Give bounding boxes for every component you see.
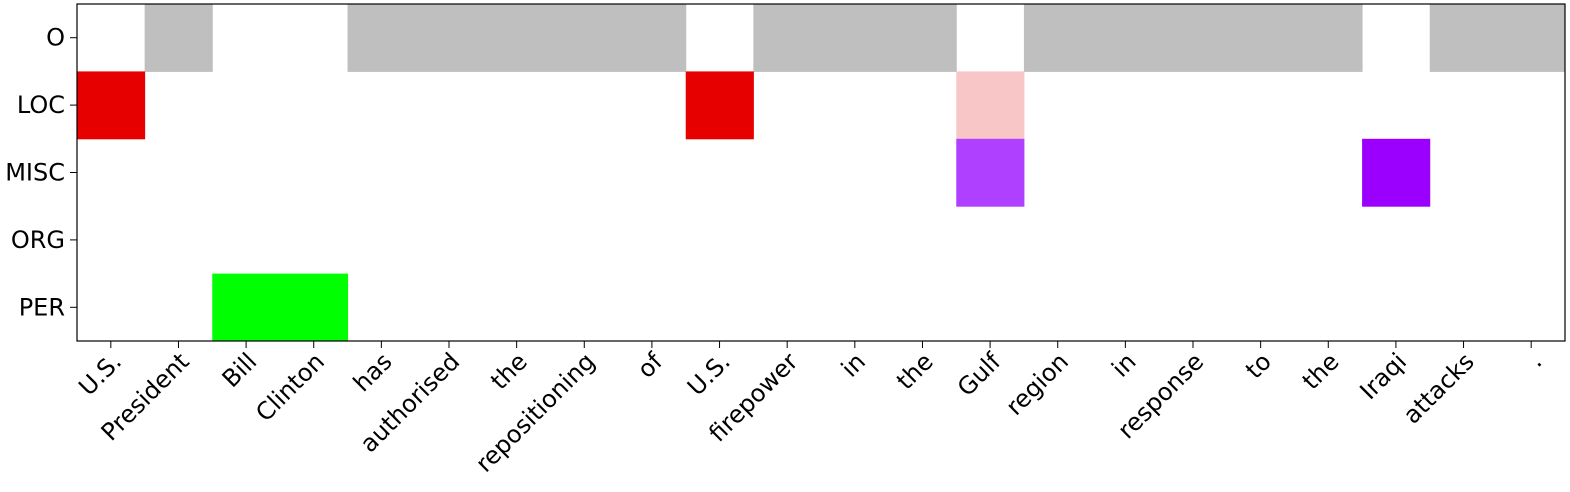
y-axis-ticks: O LOC MISC ORG PER <box>5 24 77 321</box>
heatmap-cell-misc-13 <box>956 138 1025 207</box>
heatmap-cell-o-7 <box>550 4 619 72</box>
x-tick-label: the <box>485 347 533 395</box>
y-tick-label: PER <box>19 293 65 321</box>
x-tick-label: Gulf <box>952 347 1007 402</box>
heatmap-cell-o-21 <box>1497 4 1566 72</box>
x-tick-label: U.S. <box>682 347 736 401</box>
x-tick-label: Bill <box>217 347 263 393</box>
y-tick-label: MISC <box>5 159 65 187</box>
heatmap-cell-o-15 <box>1091 4 1160 72</box>
x-tick-label: the <box>891 347 939 395</box>
heatmap-cell-per-3 <box>279 273 349 342</box>
heatmap-cell-o-12 <box>888 4 957 72</box>
heatmap-cell-o-17 <box>1226 4 1295 72</box>
heatmap-cell-o-6 <box>482 4 551 72</box>
x-tick-label: Clinton <box>250 347 330 427</box>
heatmap-cell-o-10 <box>753 4 822 72</box>
y-tick-label: O <box>46 24 65 52</box>
x-tick-label: the <box>1297 347 1345 395</box>
x-tick-label: in <box>836 347 871 382</box>
heatmap-cell-o-18 <box>1294 4 1363 72</box>
heatmap-cell-o-5 <box>415 4 484 72</box>
x-tick-label: of <box>632 347 669 384</box>
x-tick-label: Iraqi <box>1354 347 1412 405</box>
heatmap-cell-o-20 <box>1429 4 1498 72</box>
heatmap-cell-o-1 <box>144 4 213 72</box>
heatmap-cell-o-8 <box>618 4 687 72</box>
plot-frame <box>76 3 1566 342</box>
heatmap-cell-loc-0 <box>77 71 146 140</box>
heatmap-cell-o-14 <box>1023 4 1093 72</box>
heatmap-cell-o-11 <box>821 4 890 72</box>
x-tick-label: has <box>348 347 398 397</box>
heatmap-cell-loc-9 <box>685 71 754 140</box>
heatmap-cell-loc-13 <box>956 71 1025 140</box>
x-tick-label: in <box>1106 347 1141 382</box>
x-tick-label: attacks <box>1398 347 1480 429</box>
x-tick-label: region <box>1000 347 1073 420</box>
heatmap-cell-o-4 <box>347 4 416 72</box>
heatmap-cell-o-16 <box>1159 4 1228 72</box>
x-tick-label: repositioning <box>470 347 600 477</box>
x-tick-label: to <box>1240 347 1277 384</box>
heatmap-cells <box>77 4 1566 342</box>
heatmap-cell-misc-19 <box>1362 138 1431 207</box>
y-tick-label: LOC <box>17 91 65 119</box>
x-tick-label: . <box>1522 347 1547 372</box>
x-tick-label: U.S. <box>73 347 127 401</box>
y-tick-label: ORG <box>11 226 65 254</box>
heatmap-cell-per-2 <box>212 273 281 342</box>
